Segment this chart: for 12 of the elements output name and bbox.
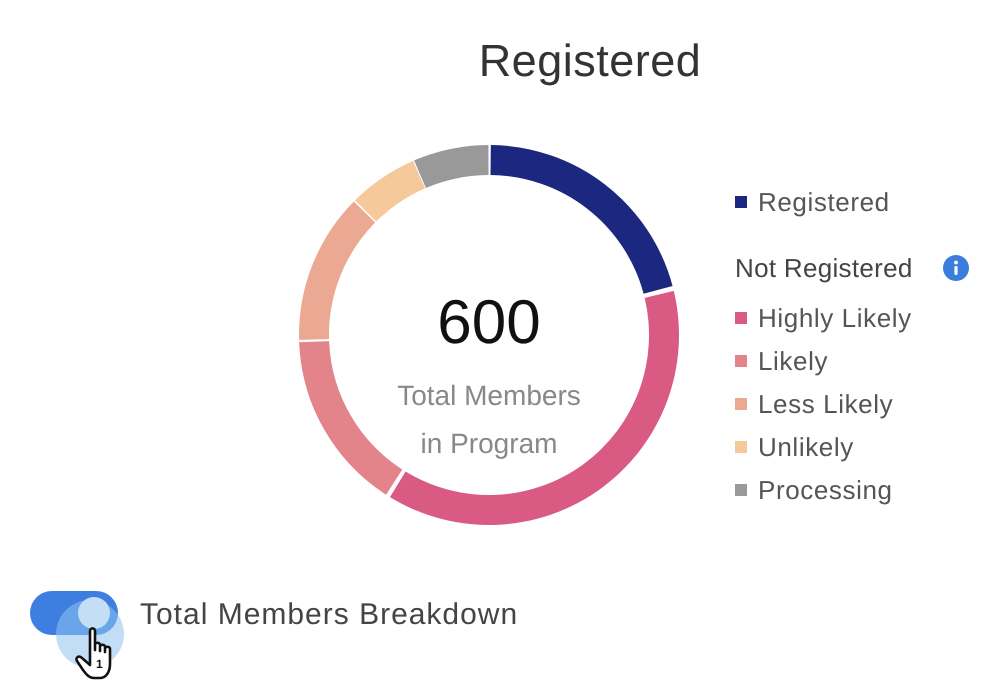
text: 1 [96,657,103,671]
legend-label: Highly Likely [758,302,912,334]
text: 600 [436,288,542,357]
legend-label: Less Likely [758,388,894,420]
legend-label: Unlikely [758,432,854,462]
text: Total Members Breakdown [140,597,518,633]
legend-label: Likely [758,346,828,376]
chart-title: Registered [478,34,702,88]
text: Total Members in Program [396,379,582,461]
legend-label: Registered [758,186,890,218]
text: Not Registered [735,252,913,284]
legend-label: Processing [758,474,893,506]
